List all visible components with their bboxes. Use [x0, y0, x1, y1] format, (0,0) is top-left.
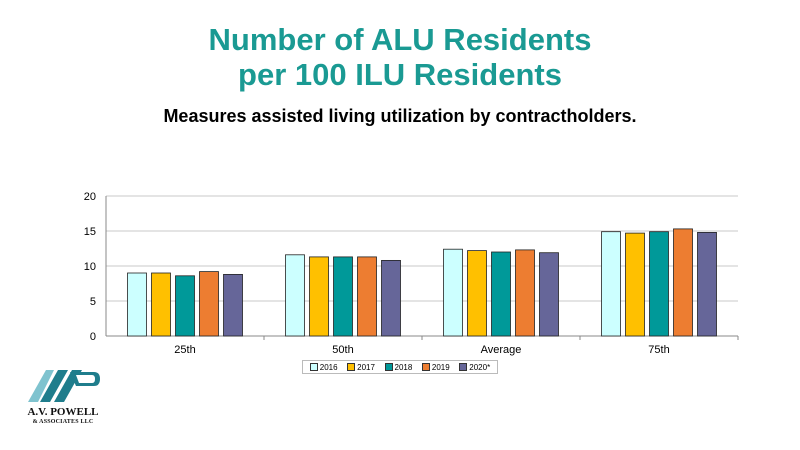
legend-item: 2017: [347, 363, 375, 372]
bar: [491, 251, 511, 337]
legend-swatch: [384, 363, 393, 371]
x-tick-label: 50th: [332, 344, 353, 356]
bar: [601, 231, 621, 337]
chart-legend: 2016 2017 2018 2019 2020*: [302, 360, 498, 374]
bar: [285, 254, 305, 337]
chart-title-line1: Number of ALU Residents: [208, 22, 592, 57]
bar: [175, 275, 195, 337]
chart-subtitle: Measures assisted living utilization by …: [163, 106, 637, 126]
legend-label: 2017: [357, 362, 375, 372]
legend-label: 2016: [319, 362, 338, 372]
bar: [539, 252, 559, 337]
bar: [443, 248, 463, 337]
legend-item: 2016: [309, 362, 338, 372]
bar: [697, 231, 717, 337]
bar: [333, 256, 353, 337]
bar: [381, 259, 401, 337]
logo-mark-icon: [28, 370, 100, 402]
legend-item: 2018: [384, 362, 413, 372]
legend-swatch: [459, 363, 468, 371]
y-tick-label: 0: [90, 331, 96, 343]
logo-text-name: A.V. POWELL: [27, 406, 99, 418]
legend-label: 2019: [431, 362, 450, 372]
legend-label: 2018: [394, 362, 413, 372]
bar: [151, 272, 171, 337]
logo-text-associates: & ASSOCIATES LLC: [32, 419, 94, 425]
legend-swatch: [421, 363, 430, 371]
legend-item: 2020*: [459, 363, 490, 372]
chart-title: Number of ALU Residents per 100 ILU Resi…: [0, 22, 800, 92]
bar: [467, 250, 487, 337]
legend-item: 2019: [421, 362, 450, 372]
x-tick-label: Average: [481, 344, 522, 356]
bar: [357, 256, 377, 337]
y-tick-label: 15: [84, 226, 96, 238]
chart-title-line2: per 100 ILU Residents: [238, 57, 562, 92]
bar: [515, 249, 535, 337]
bar: [673, 228, 693, 337]
bar: [625, 232, 645, 337]
legend-swatch: [347, 363, 356, 371]
bar: [127, 272, 147, 337]
company-logo: A.V. POWELL & ASSOCIATES LLC: [24, 366, 102, 430]
legend-label: 2020*: [469, 362, 491, 372]
bar: [309, 256, 329, 337]
legend-swatch: [309, 363, 318, 371]
bar: [199, 271, 219, 337]
x-tick-label: 25th: [174, 344, 195, 356]
bar: [223, 273, 243, 337]
y-tick-label: 20: [84, 191, 96, 203]
x-tick-label: 75th: [648, 344, 669, 356]
y-tick-label: 10: [84, 261, 96, 273]
y-tick-label: 5: [90, 296, 96, 308]
bar: [649, 231, 669, 337]
